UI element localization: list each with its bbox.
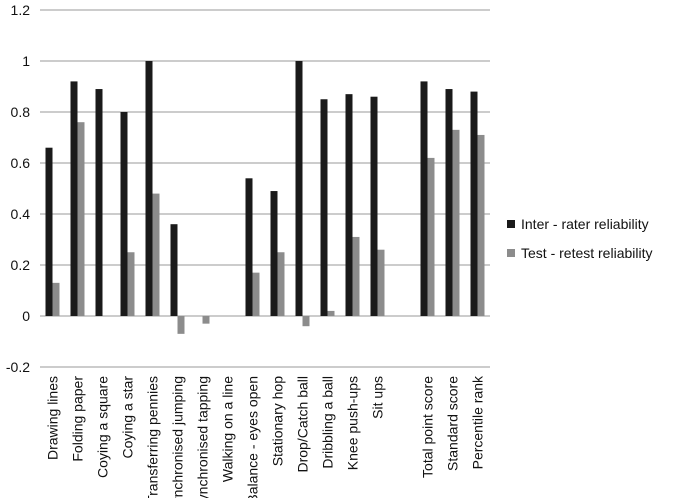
x-category-label: Transferring pennies	[145, 376, 161, 498]
x-category-label: Balance - eyes open	[245, 376, 261, 498]
x-category-label: Sit ups	[370, 376, 386, 419]
legend-swatch	[507, 249, 515, 257]
bar-inter-rater	[70, 81, 78, 317]
bar-test-retest	[477, 134, 485, 316]
bar-inter-rater	[45, 147, 53, 316]
legend: Inter - rater reliability Test - retest r…	[507, 216, 652, 261]
legend-swatch	[507, 220, 515, 228]
bar-inter-rater	[295, 61, 303, 316]
y-tick-label: 0.6	[11, 155, 31, 171]
bar-inter-rater	[245, 178, 253, 316]
bar-test-retest	[277, 252, 285, 316]
x-axis-category-labels: Drawing lines Folding paper Coying a squar…	[45, 375, 486, 498]
bar-inter-rater	[445, 89, 453, 316]
bar-test-retest	[152, 193, 160, 316]
y-tick-label: 0.2	[11, 257, 31, 273]
x-category-label: Stationary hop	[270, 376, 286, 466]
x-category-label: Standard score	[445, 376, 461, 471]
bar-inter-rater	[320, 99, 328, 316]
bar-test-retest	[127, 252, 135, 316]
bar-test-retest	[452, 129, 460, 316]
bar-inter-rater	[370, 96, 378, 316]
x-category-label: Coying a star	[120, 376, 136, 459]
y-tick-label: 0.8	[11, 104, 31, 120]
x-category-label: Knee push-ups	[345, 376, 361, 470]
x-category-label: Percentile rank	[470, 375, 486, 469]
gridlines	[40, 9, 490, 368]
bar-test-retest	[202, 316, 210, 324]
bar-test-retest	[377, 249, 385, 316]
y-tick-label: 0	[22, 308, 30, 324]
bar-test-retest	[52, 282, 60, 316]
bar-inter-rater	[420, 81, 428, 317]
x-category-label: Drop/Catch ball	[295, 376, 311, 473]
legend-label: Inter - rater reliability	[521, 216, 649, 232]
bar-inter-rater	[170, 224, 178, 316]
x-category-label: Synchronised tapping	[195, 376, 211, 498]
bar-inter-rater	[270, 191, 278, 316]
bar-inter-rater	[470, 91, 478, 316]
bars	[45, 61, 485, 334]
bar-test-retest	[327, 310, 335, 316]
bar-test-retest	[177, 316, 185, 334]
bar-inter-rater	[120, 112, 128, 316]
x-category-label: Coying a square	[95, 376, 111, 478]
x-category-label: Synchronised jumping	[170, 376, 186, 498]
x-category-label: Walking on a line	[220, 376, 236, 482]
y-axis-tick-labels: -0.2 0 0.2 0.4 0.6 0.8 1 1.2	[6, 2, 30, 375]
y-tick-label: 1.2	[11, 2, 31, 18]
y-tick-label: 1	[22, 53, 30, 69]
legend-label: Test - retest reliability	[521, 245, 652, 261]
bar-test-retest	[77, 122, 85, 316]
x-category-label: Folding paper	[70, 376, 86, 462]
x-category-label: Drawing lines	[45, 376, 61, 460]
bar-test-retest	[252, 272, 260, 316]
bar-test-retest	[427, 157, 435, 316]
y-tick-label: -0.2	[6, 359, 30, 375]
x-category-label: Dribbling a ball	[320, 376, 336, 469]
bar-test-retest	[302, 316, 310, 327]
x-category-label: Total point score	[420, 376, 436, 478]
bar-inter-rater	[345, 94, 353, 317]
bar-test-retest	[352, 236, 360, 316]
bar-inter-rater	[95, 89, 103, 316]
bar-inter-rater	[145, 61, 153, 316]
y-tick-label: 0.4	[11, 206, 31, 222]
